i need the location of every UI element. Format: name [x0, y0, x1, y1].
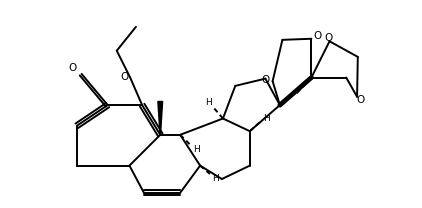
Text: H: H	[212, 174, 219, 183]
Text: O: O	[261, 75, 270, 85]
Text: H: H	[263, 114, 270, 123]
Text: O: O	[68, 63, 76, 73]
Text: H: H	[193, 145, 200, 154]
Text: O: O	[357, 95, 365, 105]
Text: O: O	[313, 31, 321, 41]
Polygon shape	[158, 102, 162, 135]
Text: O: O	[120, 72, 128, 82]
Text: H: H	[205, 98, 212, 107]
Text: O: O	[324, 33, 332, 43]
